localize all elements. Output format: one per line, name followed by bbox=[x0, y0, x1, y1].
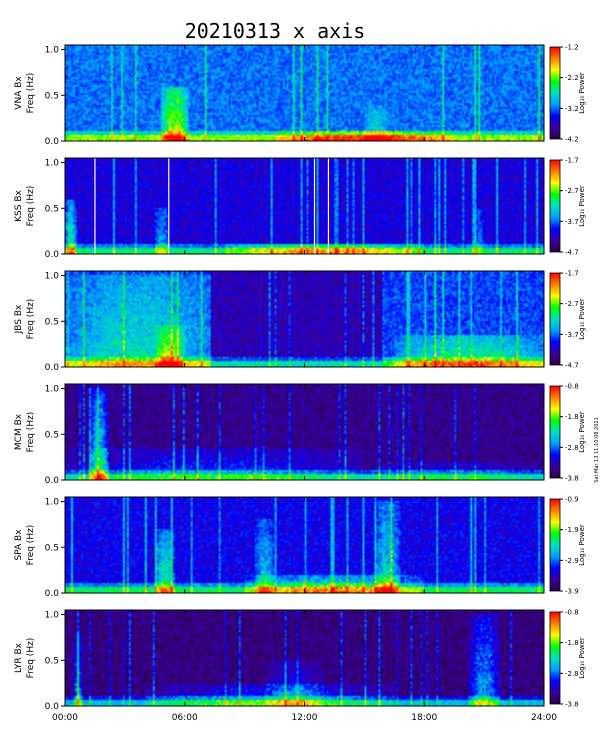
colorbar-tick-label: -2.7 bbox=[565, 300, 579, 308]
y-tick-label: 0.0 bbox=[45, 589, 60, 599]
colorbar-tick-label: -1.8 bbox=[565, 639, 579, 647]
x-tick-label: 00:00 bbox=[52, 713, 78, 723]
colorbar-tick-label: -3.2 bbox=[565, 105, 579, 113]
y-tick-label: 1.0 bbox=[45, 611, 60, 621]
y-tick-label: 0.0 bbox=[45, 137, 60, 147]
x-tick-label: 18:00 bbox=[411, 713, 437, 723]
colorbar-tick-label: -1.9 bbox=[565, 526, 579, 534]
timestamp-stamp: Sat Mar 13 11:10:08 2021 bbox=[594, 417, 600, 483]
colorbar-tick-label: -0.8 bbox=[565, 383, 579, 391]
station-label: LYR Bx bbox=[14, 642, 24, 673]
station-label: MCM Bx bbox=[14, 413, 24, 450]
y-tick-label: 1.0 bbox=[45, 46, 60, 56]
colorbar bbox=[549, 159, 561, 253]
freq-axis-label: Freq (Hz) bbox=[26, 186, 36, 227]
station-label: SPA Bx bbox=[14, 529, 24, 561]
y-tick-label: 1.0 bbox=[45, 385, 60, 395]
y-tick-label: 0.5 bbox=[45, 656, 59, 666]
colorbar-tick-label: -2.8 bbox=[565, 670, 579, 678]
y-tick-label: 0.5 bbox=[45, 430, 59, 440]
colorbar-tick-label: -0.8 bbox=[565, 609, 579, 617]
colorbar-tick-label: -3.7 bbox=[565, 218, 579, 226]
y-tick-label: 0.0 bbox=[45, 250, 60, 260]
spectrogram-image bbox=[65, 45, 544, 141]
colorbar-tick-label: -3.8 bbox=[565, 701, 579, 709]
station-label: JBS Bx bbox=[14, 304, 24, 334]
colorbar bbox=[549, 46, 561, 140]
freq-axis-label: Freq (Hz) bbox=[26, 525, 36, 566]
station-label: KSS Bx bbox=[14, 189, 24, 221]
freq-axis-label: Freq (Hz) bbox=[26, 73, 36, 114]
colorbar-label: Log₁₀ Power bbox=[578, 298, 586, 340]
colorbar-tick-label: -3.8 bbox=[565, 475, 579, 483]
x-tick-label: 06:00 bbox=[172, 713, 198, 723]
colorbar-tick-label: -4.7 bbox=[565, 249, 579, 257]
y-tick-label: 0.5 bbox=[45, 91, 59, 101]
panel-vna: 0.0 0.5 1.0 VNA Bx Freq (Hz) -1.2 -2.2 -3.2 -4.2… bbox=[14, 44, 586, 148]
spectrogram-image bbox=[65, 158, 544, 254]
colorbar-tick-label: -1.7 bbox=[565, 157, 579, 165]
station-label: VNA Bx bbox=[14, 76, 24, 110]
colorbar-tick-label: -1.8 bbox=[565, 413, 579, 421]
y-tick-label: 0.0 bbox=[45, 363, 60, 373]
colorbar-label: Log₁₀ Power bbox=[578, 185, 586, 227]
colorbar bbox=[549, 272, 561, 366]
spectrogram-image bbox=[65, 497, 544, 593]
colorbar-label: Log₁₀ Power bbox=[578, 524, 586, 566]
colorbar-tick-label: -4.7 bbox=[565, 362, 579, 370]
spectrogram-image bbox=[65, 271, 544, 367]
panel-lyr: 0.0 0.5 1.0 LYR Bx Freq (Hz) -0.8 -1.8 -2.8 -3.8… bbox=[14, 609, 586, 713]
x-tick-label: 12:00 bbox=[292, 713, 318, 723]
y-tick-label: 0.0 bbox=[45, 476, 60, 486]
panel-jbs: 0.0 0.5 1.0 JBS Bx Freq (Hz) -1.7 -2.7 -3.7 -4.7… bbox=[14, 270, 586, 374]
spectrogram-image bbox=[65, 384, 544, 480]
panel-kss: 0.0 0.5 1.0 KSS Bx Freq (Hz) -1.7 -2.7 -3.7 -4.7… bbox=[14, 157, 586, 261]
colorbar bbox=[549, 498, 561, 592]
y-tick-label: 0.5 bbox=[45, 204, 59, 214]
panel-mcm: 0.0 0.5 1.0 MCM Bx Freq (Hz) -0.8 -1.8 -2.8 -3.8… bbox=[14, 383, 586, 487]
y-tick-label: 0.5 bbox=[45, 543, 59, 553]
x-tick-label: 24:00 bbox=[531, 713, 557, 723]
spectrogram-image bbox=[65, 610, 544, 706]
colorbar-tick-label: -1.2 bbox=[565, 44, 579, 52]
y-tick-label: 1.0 bbox=[45, 159, 60, 169]
y-tick-label: 1.0 bbox=[45, 272, 60, 282]
colorbar bbox=[549, 611, 561, 705]
colorbar bbox=[549, 385, 561, 479]
panel-spa: 0.0 0.5 1.0 SPA Bx Freq (Hz) -0.9 -1.9 -2.9 -3.9… bbox=[14, 496, 586, 600]
y-tick-label: 0.5 bbox=[45, 317, 59, 327]
x-axis: 00:00 06:00 12:00 18:00 24:00 bbox=[52, 713, 557, 723]
colorbar-tick-label: -1.7 bbox=[565, 270, 579, 278]
freq-axis-label: Freq (Hz) bbox=[26, 638, 36, 679]
colorbar-tick-label: -4.2 bbox=[565, 136, 579, 144]
y-tick-label: 0.0 bbox=[45, 702, 60, 712]
colorbar-tick-label: -2.9 bbox=[565, 557, 579, 565]
colorbar-tick-label: -3.9 bbox=[565, 588, 579, 596]
colorbar-tick-label: -2.2 bbox=[565, 74, 579, 82]
colorbar-tick-label: -0.9 bbox=[565, 496, 579, 504]
colorbar-tick-label: -3.7 bbox=[565, 331, 579, 339]
freq-axis-label: Freq (Hz) bbox=[26, 299, 36, 340]
chart-title: 20210313 x axis bbox=[185, 19, 366, 43]
freq-axis-label: Freq (Hz) bbox=[26, 412, 36, 453]
colorbar-label: Log₁₀ Power bbox=[578, 411, 586, 453]
colorbar-label: Log₁₀ Power bbox=[578, 72, 586, 114]
colorbar-tick-label: -2.7 bbox=[565, 187, 579, 195]
colorbar-label: Log₁₀ Power bbox=[578, 637, 586, 679]
y-tick-label: 1.0 bbox=[45, 498, 60, 508]
colorbar-tick-label: -2.8 bbox=[565, 444, 579, 452]
